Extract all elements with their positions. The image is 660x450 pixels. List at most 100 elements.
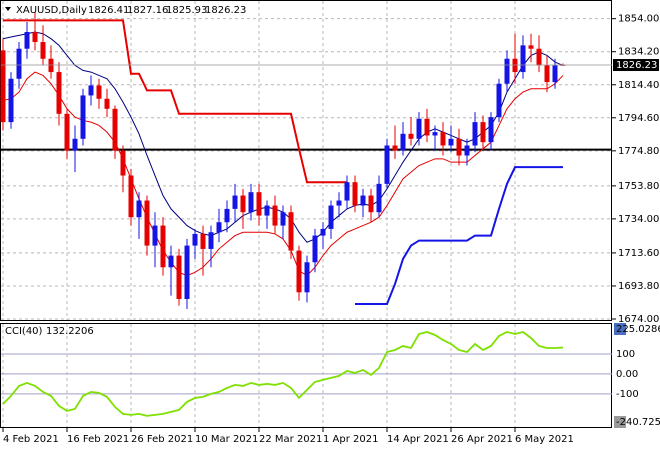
candle-body xyxy=(40,42,46,59)
y-tick-label: 1713.60 xyxy=(618,248,659,259)
candle-body xyxy=(104,98,110,109)
x-tick-label: 4 Feb 2021 xyxy=(3,434,59,445)
y-tick-label: 1834.20 xyxy=(618,47,659,58)
y-tick-label: 1693.80 xyxy=(618,281,659,292)
y-tick-label: 100 xyxy=(616,349,635,360)
header: XAUUSD,Daily 1826.41 1827.16 1825.93 182… xyxy=(5,5,246,337)
y-tick-label: -240.7252 xyxy=(616,417,660,428)
candle-body xyxy=(440,132,446,146)
candle-body xyxy=(192,233,198,246)
candle-body xyxy=(304,262,310,293)
candle-body xyxy=(272,205,278,226)
candle-body xyxy=(184,245,190,299)
cci-label: CCI(40) xyxy=(5,326,43,337)
candle-body xyxy=(112,108,118,151)
cci-value: 132.2206 xyxy=(46,326,94,337)
candle-body xyxy=(320,228,326,236)
candle-body xyxy=(32,32,38,43)
candle-body xyxy=(280,212,286,226)
x-tick-label: 22 Mar 2021 xyxy=(259,434,322,445)
x-tick-label: 16 Feb 2021 xyxy=(67,434,129,445)
y-tick-label: -100 xyxy=(616,389,639,400)
indicator-line xyxy=(3,19,347,184)
x-tick-label: 10 Mar 2021 xyxy=(195,434,258,445)
candle-body xyxy=(392,145,398,151)
candle-body xyxy=(480,122,486,143)
candle-body xyxy=(352,182,358,206)
main-panel-frame xyxy=(0,0,612,321)
x-tick-label: 26 Feb 2021 xyxy=(131,434,193,445)
candle-body xyxy=(424,118,430,136)
y-tick-label: 1794.60 xyxy=(618,113,659,124)
candle-body xyxy=(520,45,526,73)
candle-body xyxy=(464,145,470,156)
candle-body xyxy=(496,83,502,118)
y-tick-label: 1774.80 xyxy=(618,146,659,157)
header-arrow xyxy=(5,7,11,11)
candle-body xyxy=(448,138,454,146)
price-label: 1826.23 xyxy=(616,60,657,71)
candle-body xyxy=(296,250,302,293)
candle-body xyxy=(456,138,462,156)
candle-body xyxy=(312,235,318,263)
candle-body xyxy=(376,183,382,213)
candle-body xyxy=(344,182,350,201)
candle-body xyxy=(16,48,22,79)
candle-body xyxy=(232,195,238,209)
candle-body xyxy=(512,58,518,73)
candle-body xyxy=(408,133,414,139)
y-tick-label: 1814.40 xyxy=(618,80,659,91)
candle-body xyxy=(56,72,62,114)
y-tick-label: 1734.00 xyxy=(618,214,659,225)
y-tick-label: 225.0286 xyxy=(616,324,660,335)
y-tick-label: 1753.80 xyxy=(618,181,659,192)
candle-body xyxy=(200,233,206,249)
candle-body xyxy=(368,195,374,213)
candle-body xyxy=(288,212,294,251)
candle-body xyxy=(384,145,390,184)
candle-body xyxy=(336,200,342,206)
cci-line xyxy=(2,331,564,417)
candle-body xyxy=(176,255,182,299)
candle-body xyxy=(160,225,166,268)
candle-body xyxy=(504,58,510,84)
candle-body xyxy=(432,132,438,136)
indicator-line xyxy=(355,166,563,305)
candle-body xyxy=(120,150,126,176)
candle-body xyxy=(400,133,406,151)
x-tick-label: 6 May 2021 xyxy=(515,434,574,445)
candle-body xyxy=(416,118,422,139)
candle-body xyxy=(96,85,102,99)
cci-tick-box xyxy=(614,416,626,428)
candle-body xyxy=(544,65,550,83)
candle-body xyxy=(264,205,270,216)
candle-body xyxy=(152,225,158,246)
candle-body xyxy=(208,232,214,249)
price-label-box xyxy=(613,59,659,72)
y-tick-label: 0.00 xyxy=(616,369,638,380)
candle-body xyxy=(144,200,150,246)
cci-panel-frame xyxy=(0,323,612,428)
candle-body xyxy=(248,192,254,213)
candle-body xyxy=(224,208,230,223)
candle-body xyxy=(0,50,6,123)
candle-body xyxy=(240,195,246,213)
y-tick-label: 1674.00 xyxy=(618,314,659,325)
x-tick-label: 26 Apr 2021 xyxy=(451,434,513,445)
candle-body xyxy=(360,195,366,206)
candle-body xyxy=(256,192,262,216)
candle-body xyxy=(72,138,78,151)
candle-body xyxy=(128,175,134,218)
candle-body xyxy=(216,222,222,233)
high-value: 1827.16 xyxy=(127,5,168,16)
x-tick-label: 14 Apr 2021 xyxy=(387,434,449,445)
x-tick-label: 1 Apr 2021 xyxy=(323,434,378,445)
candle-body xyxy=(88,85,94,96)
close-value: 1826.23 xyxy=(205,5,246,16)
candle-body xyxy=(536,48,542,66)
candle-body xyxy=(48,58,54,73)
candle-body xyxy=(472,122,478,146)
candle-body xyxy=(328,205,334,229)
candle-body xyxy=(64,113,70,151)
candle-body xyxy=(8,78,14,123)
